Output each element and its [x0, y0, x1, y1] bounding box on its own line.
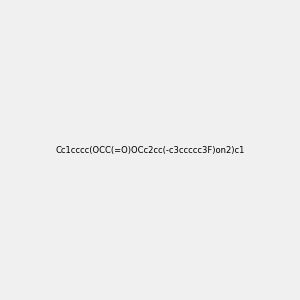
Text: Cc1cccc(OCC(=O)OCc2cc(-c3ccccc3F)on2)c1: Cc1cccc(OCC(=O)OCc2cc(-c3ccccc3F)on2)c1 [55, 146, 245, 154]
